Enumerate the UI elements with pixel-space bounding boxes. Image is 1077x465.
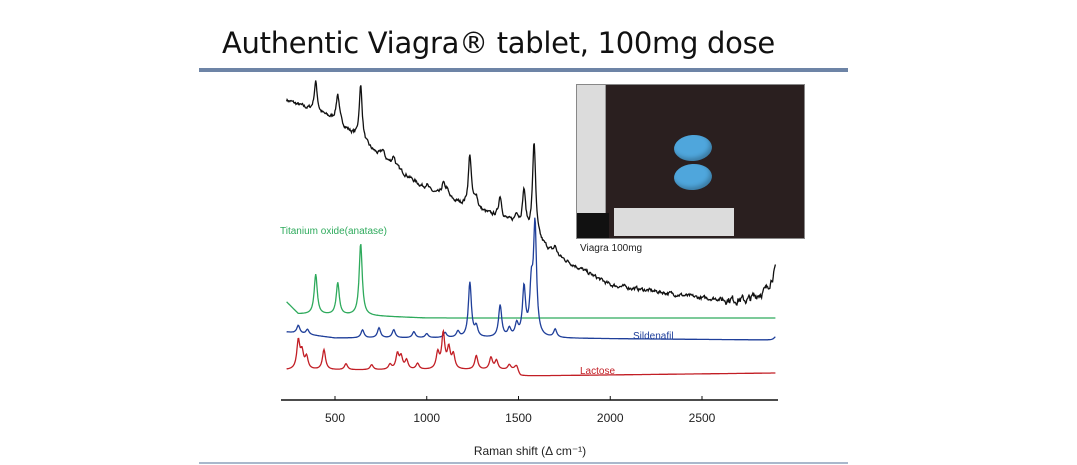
vertical-ruler	[577, 85, 606, 213]
slide-title: Authentic Viagra® tablet, 100mg dose	[222, 26, 775, 60]
title-divider	[199, 68, 848, 72]
tablet-top	[673, 133, 713, 163]
series-titanium-oxide	[286, 244, 776, 319]
tablet-bottom	[673, 162, 713, 192]
photo-caption: Viagra 100mg	[580, 243, 643, 254]
legend-label-lactose: Lactose	[580, 366, 616, 377]
legend-label-sildenafil: Sildenafil	[633, 331, 674, 342]
ruler-corner	[577, 213, 609, 238]
footer-divider	[199, 462, 848, 464]
x-tick-label: 2500	[689, 411, 716, 425]
series-tablet-spectrum	[285, 80, 777, 306]
legend-label-titanium-oxide: Titanium oxide(anatase)	[280, 226, 387, 237]
x-axis-label: Raman shift (Δ cm⁻¹)	[474, 444, 586, 458]
x-tick-label: 500	[325, 411, 345, 425]
series-sildenafil	[286, 217, 776, 341]
x-tick-label: 1000	[413, 411, 440, 425]
tablet-photo	[576, 84, 805, 239]
series-lactose	[286, 328, 776, 377]
x-tick-label: 2000	[597, 411, 624, 425]
horizontal-ruler	[614, 208, 734, 236]
x-tick-label: 1500	[505, 411, 532, 425]
